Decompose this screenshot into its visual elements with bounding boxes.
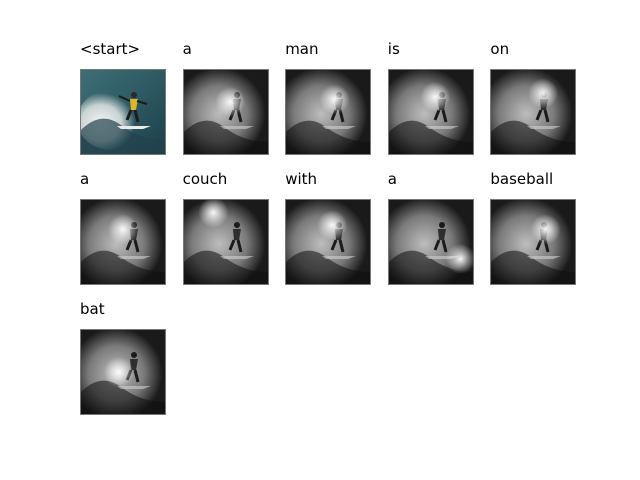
- attention-map: [490, 69, 577, 155]
- token-label: with: [285, 170, 318, 188]
- token-label: is: [387, 40, 400, 58]
- token-label: man: [285, 40, 319, 58]
- attention-map: [182, 199, 269, 285]
- token-label: on: [490, 40, 510, 58]
- token-label: baseball: [490, 170, 554, 188]
- attention-map: [285, 199, 372, 285]
- token-label: couch: [182, 170, 228, 188]
- attention-map: [387, 199, 474, 285]
- attention-map: [285, 69, 372, 155]
- token-label: <start>: [80, 40, 141, 58]
- attention-map: [182, 69, 269, 155]
- attention-map: [80, 329, 166, 415]
- token-label: a: [387, 170, 397, 188]
- source-photo: [80, 69, 166, 155]
- attention-map: [387, 69, 474, 155]
- token-label: a: [182, 40, 192, 58]
- attention-map: [80, 199, 166, 285]
- attention-map: [490, 199, 577, 285]
- token-label: a: [80, 170, 90, 188]
- token-label: bat: [80, 300, 105, 318]
